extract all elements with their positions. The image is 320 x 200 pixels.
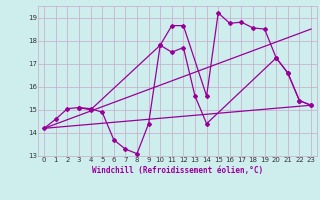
X-axis label: Windchill (Refroidissement éolien,°C): Windchill (Refroidissement éolien,°C)	[92, 166, 263, 175]
